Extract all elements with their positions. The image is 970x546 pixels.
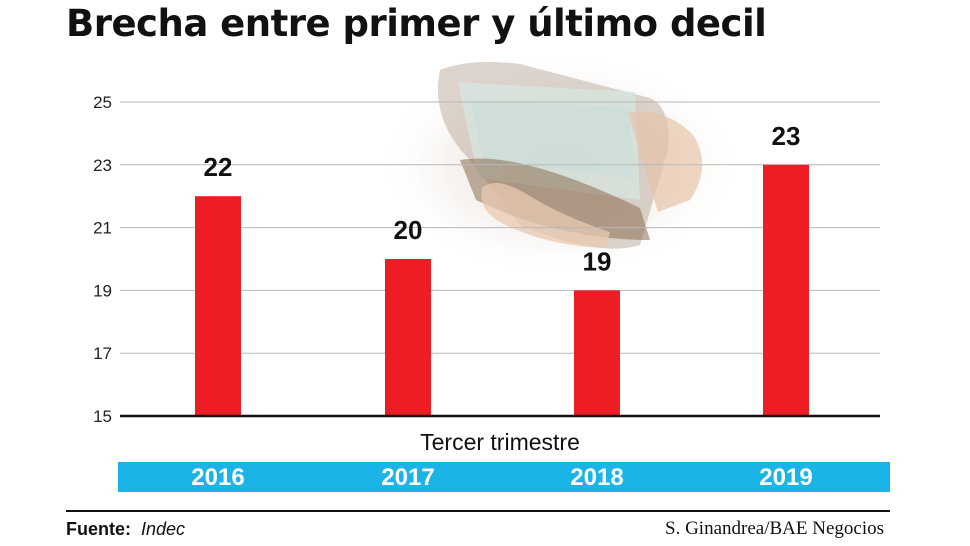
credit-line: S. Ginandrea/BAE Negocios	[665, 518, 884, 539]
chart-subtitle: Tercer trimestre	[420, 429, 580, 455]
category-label-2016: 2016	[191, 464, 245, 491]
source-note: Fuente: Indec	[66, 519, 185, 540]
bar-2016	[195, 196, 241, 416]
category-label-2018: 2018	[570, 464, 624, 491]
y-tick-label-23: 23	[93, 156, 112, 175]
chart-title: Brecha entre primer y último decil	[66, 2, 767, 45]
data-label-2016: 22	[204, 152, 233, 182]
category-label-2017: 2017	[381, 464, 435, 491]
y-axis-ticks: 15 17 19 21 23 25	[93, 93, 112, 426]
category-label-2019: 2019	[759, 464, 813, 491]
data-labels: 22 20 19 23	[204, 121, 801, 277]
y-tick-label-19: 19	[93, 281, 112, 300]
footer-rule	[66, 510, 890, 512]
category-band: 2016 2017 2018 2019	[118, 462, 890, 492]
y-tick-label-25: 25	[93, 93, 112, 112]
y-tick-label-17: 17	[93, 344, 112, 363]
y-tick-label-21: 21	[93, 219, 112, 238]
bar-2017	[385, 259, 431, 416]
y-gridlines	[120, 101, 880, 354]
source-label: Fuente:	[66, 519, 131, 539]
bar-2018	[574, 290, 620, 416]
bars	[195, 164, 809, 416]
data-label-2018: 19	[583, 246, 612, 276]
data-label-2019: 23	[772, 121, 801, 151]
y-tick-label-15: 15	[93, 407, 112, 426]
source-value: Indec	[141, 519, 186, 539]
bar-2019	[763, 164, 809, 416]
data-label-2017: 20	[394, 215, 423, 245]
